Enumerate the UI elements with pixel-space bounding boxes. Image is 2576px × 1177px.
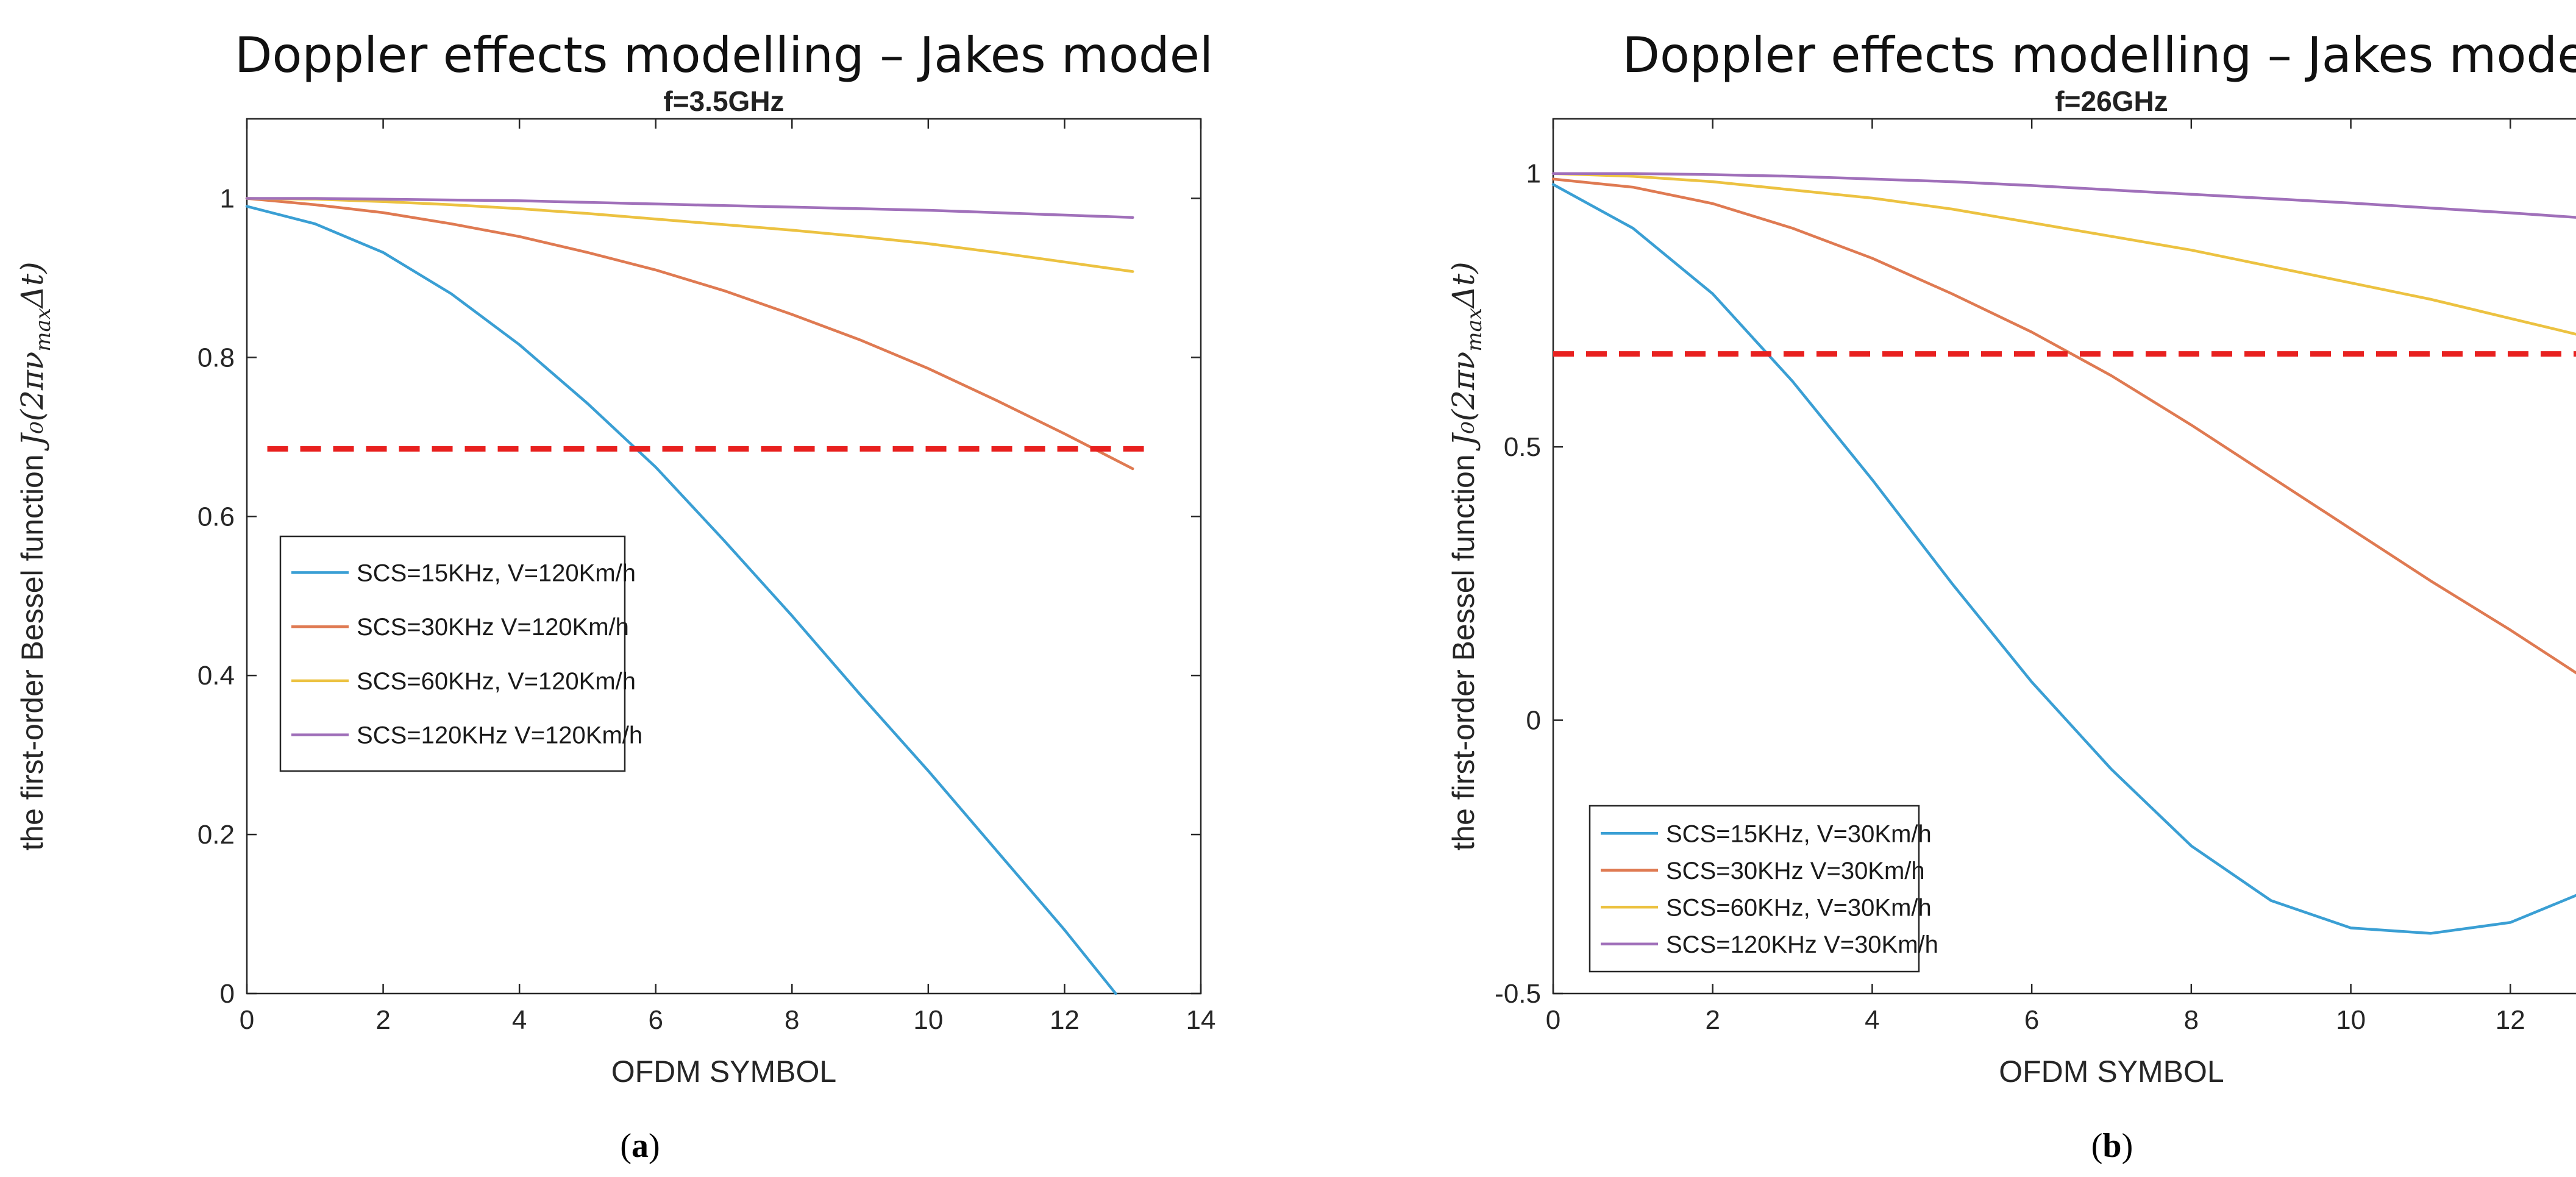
chart-a: Doppler effects modelling – Jakes modelf… [15, 27, 1215, 1165]
legend-label-4: SCS=120KHz V=30Km/h [1666, 931, 1938, 958]
legend-label-4: SCS=120KHz V=120Km/h [357, 722, 642, 749]
caption-close: ) [2122, 1127, 2133, 1165]
y-axis-label: the first-order Bessel function J₀(2πνma… [15, 261, 55, 850]
legend-box [279, 535, 626, 772]
x-tick-label: 4 [512, 1005, 527, 1035]
caption-letter: b [2102, 1127, 2121, 1165]
x-tick-label: 10 [913, 1005, 943, 1035]
y-tick-label: -0.5 [1495, 979, 1541, 1009]
x-tick-label: 0 [1546, 1005, 1560, 1035]
x-tick-label: 2 [375, 1005, 390, 1035]
chart-title: f=26GHz [2055, 85, 2168, 117]
chart-heading: Doppler effects modelling – Jakes model [235, 27, 1213, 84]
series-line-1 [1551, 183, 2576, 935]
series-line-1 [245, 205, 1117, 995]
x-axis-label: OFDM SYMBOL [1999, 1054, 2224, 1089]
y-axis-label-math: J₀(2πν [15, 352, 50, 452]
y-tick-label: 0.4 [197, 661, 235, 691]
x-tick-label: 4 [1865, 1005, 1879, 1035]
legend-label-1: SCS=15KHz, V=120Km/h [357, 560, 636, 586]
x-tick-label: 12 [1050, 1005, 1080, 1035]
x-tick-label: 12 [2496, 1005, 2525, 1035]
legend-label-2: SCS=30KHz V=120Km/h [357, 614, 629, 641]
y-tick-label: 0.5 [1504, 432, 1541, 462]
y-tick-label: 1 [1526, 159, 1541, 189]
x-tick-label: 0 [240, 1005, 254, 1035]
legend-label-1: SCS=15KHz, V=30Km/h [1666, 820, 1932, 847]
series-line-3 [1551, 172, 2576, 336]
caption-open: ( [2091, 1127, 2103, 1165]
y-tick-label: 0 [1526, 706, 1541, 736]
x-tick-label: 10 [2336, 1005, 2366, 1035]
y-axis-label-math-end: Δt) [15, 261, 50, 309]
series-line-4 [1551, 172, 2576, 219]
legend: SCS=15KHz, V=120Km/h SCS=30KHz V=120Km/h S… [279, 535, 642, 772]
y-tick-label: 0 [220, 979, 235, 1009]
y-tick-label: 0.2 [197, 820, 235, 850]
series-line-4 [245, 197, 1134, 219]
x-tick-label: 14 [1186, 1005, 1216, 1035]
y-axis-label-subscript: max [1462, 308, 1487, 352]
y-tick-label: 1 [220, 183, 235, 213]
series-line-3 [245, 197, 1134, 273]
legend-label-3: SCS=60KHz, V=120Km/h [357, 668, 636, 695]
x-tick-label: 8 [785, 1005, 799, 1035]
y-axis-label: the first-order Bessel function J₀(2πνma… [1446, 261, 1487, 850]
x-tick-label: 2 [1705, 1005, 1720, 1035]
series-line-2 [245, 197, 1134, 471]
y-axis-label-text: the first-order Bessel function [1446, 446, 1481, 850]
x-tick-label: 6 [648, 1005, 663, 1035]
y-axis-label-math: J₀(2πν [1446, 352, 1481, 452]
y-axis-label-subscript: max [31, 308, 55, 352]
legend: SCS=15KHz, V=30Km/h SCS=30KHz V=30Km/h SCS… [1589, 805, 1938, 973]
caption-letter: a [632, 1127, 649, 1165]
panel-caption: (b) [2091, 1127, 2133, 1165]
chart-heading: Doppler effects modelling – Jakes model [1622, 27, 2576, 84]
x-tick-label: 6 [2024, 1005, 2039, 1035]
legend-label-2: SCS=30KHz V=30Km/h [1666, 858, 1925, 884]
x-tick-label: 8 [2184, 1005, 2199, 1035]
legend-label-3: SCS=60KHz, V=30Km/h [1666, 894, 1932, 921]
y-tick-label: 0.8 [197, 343, 235, 372]
series-line-2 [1551, 177, 2576, 675]
x-axis-label: OFDM SYMBOL [611, 1054, 836, 1089]
y-axis-label-math-end: Δt) [1446, 261, 1481, 309]
chart-b: Doppler effects modelling – Jakes modelf… [1446, 27, 2576, 1165]
caption-close: ) [649, 1127, 660, 1165]
y-axis-label-text: the first-order Bessel function [15, 446, 49, 850]
y-tick-label: 0.6 [197, 502, 235, 532]
caption-open: ( [620, 1127, 632, 1165]
panel-caption: (a) [620, 1127, 660, 1165]
chart-title: f=3.5GHz [663, 85, 784, 117]
